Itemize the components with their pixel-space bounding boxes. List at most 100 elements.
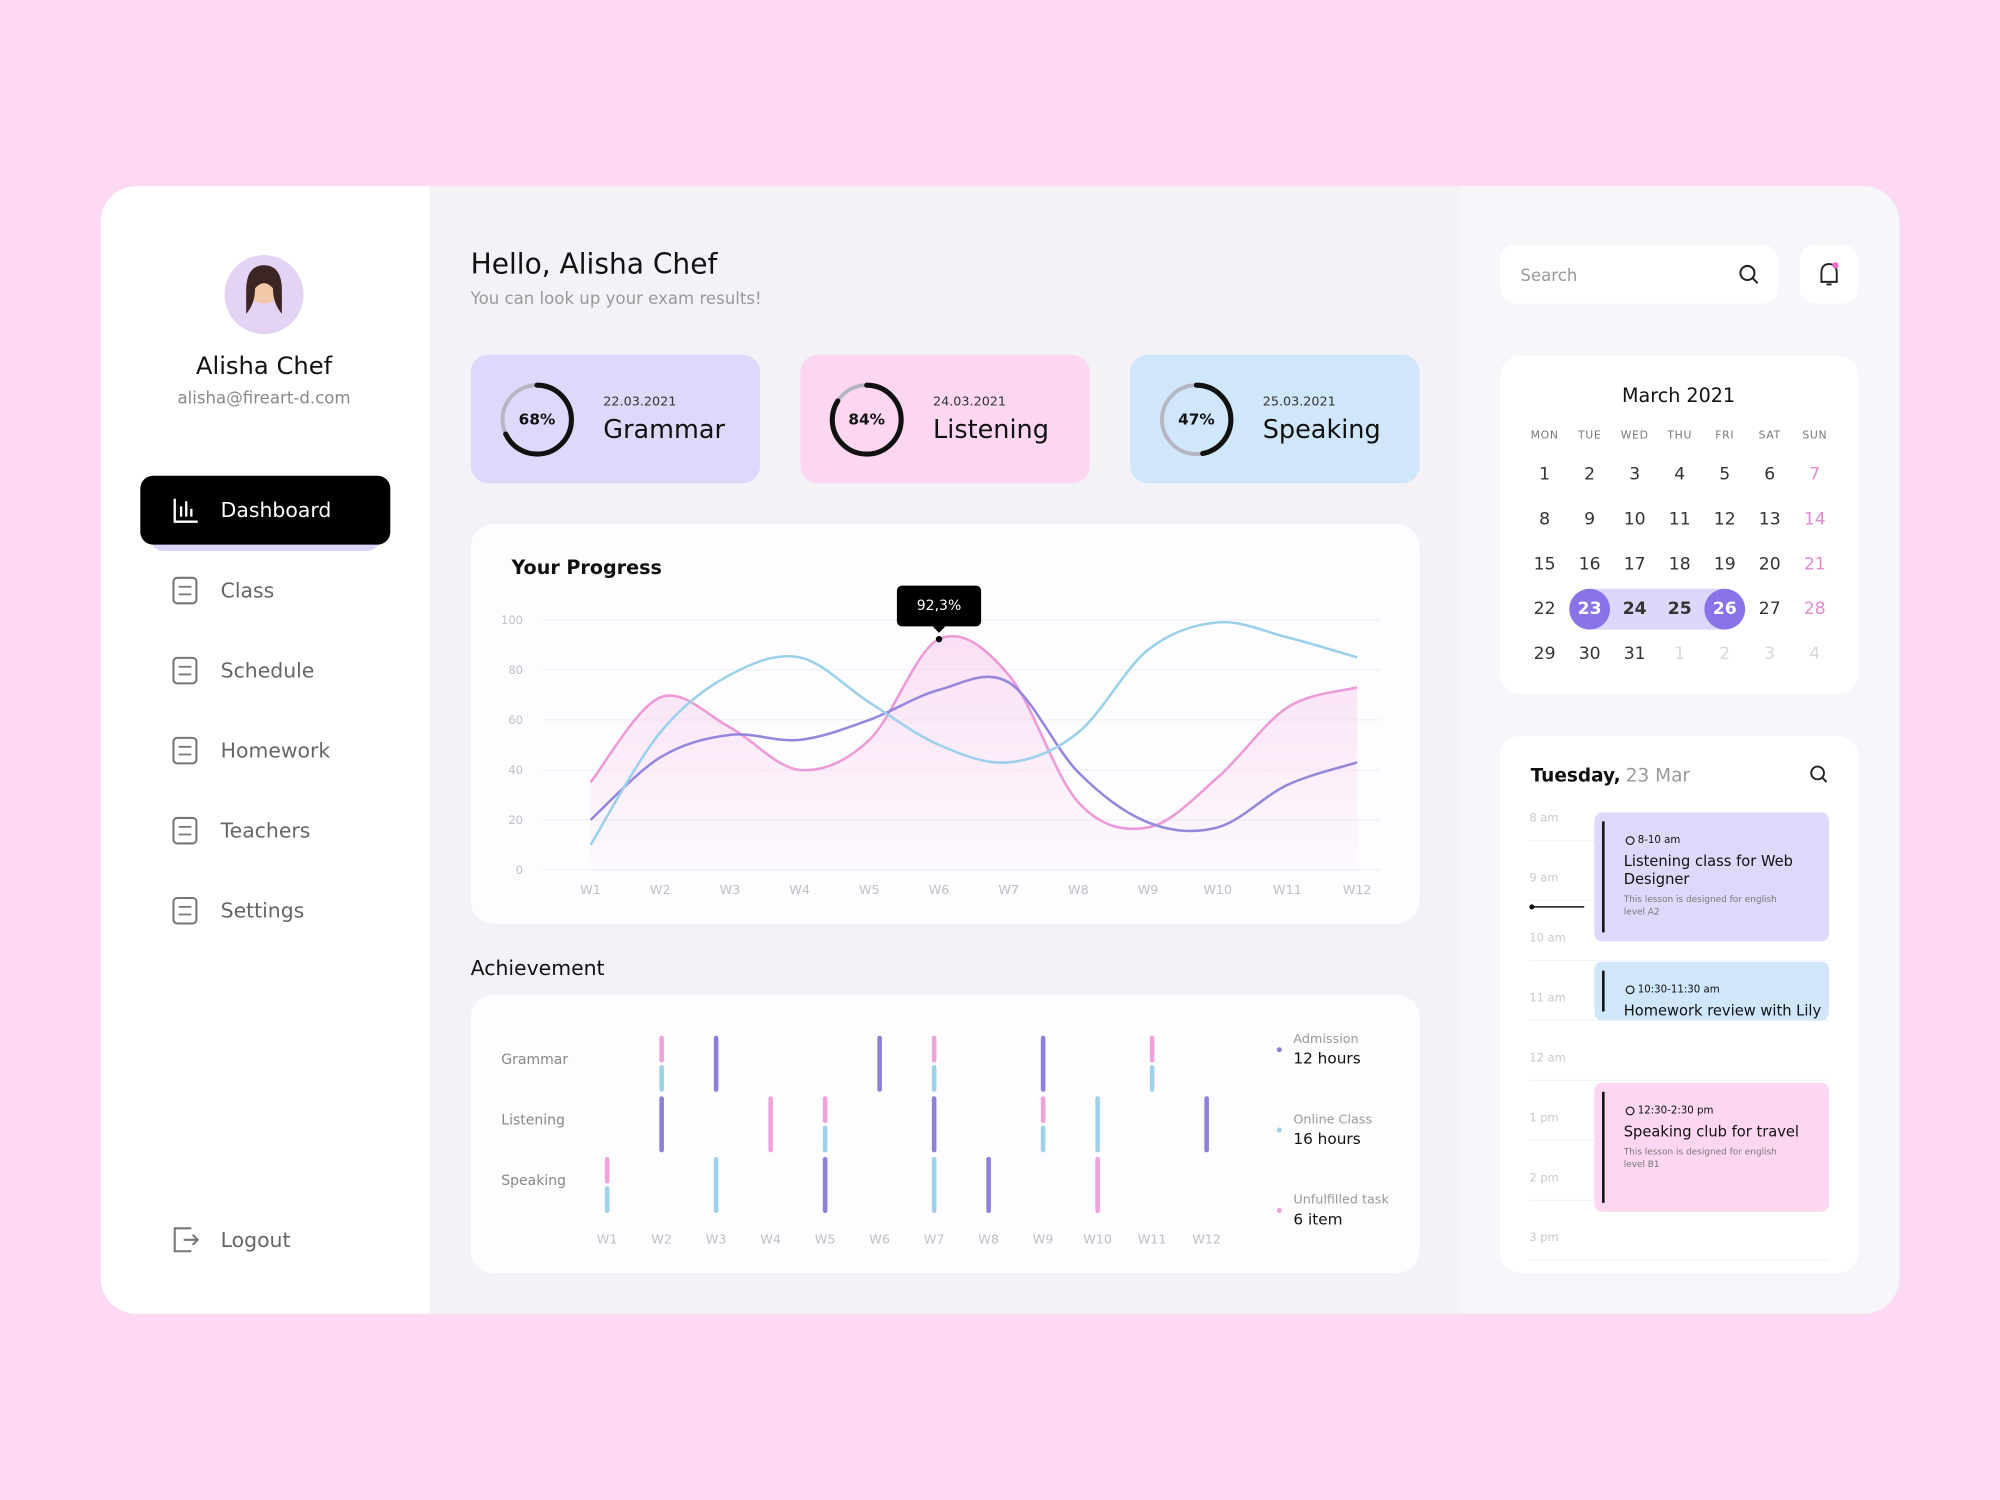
nav-item[interactable]: Dashboard [173, 498, 332, 523]
schedule-search-icon [1810, 765, 1825, 781]
calendar-day[interactable]: 6 [1764, 464, 1775, 484]
event-card[interactable] [1594, 812, 1830, 942]
calendar-day[interactable]: 13 [1759, 509, 1781, 529]
hour-label: 10 am [1529, 930, 1565, 944]
calendar-day[interactable]: 2 [1719, 644, 1730, 664]
calendar-day[interactable]: 3 [1764, 644, 1775, 664]
hour-label: 8 am [1529, 811, 1558, 825]
ring-label: 47% [1178, 411, 1215, 429]
calendar-day[interactable]: 7 [1809, 464, 1820, 484]
calendar-day[interactable]: 11 [1669, 509, 1691, 529]
bell-button[interactable] [1799, 244, 1859, 304]
calendar-day[interactable]: 15 [1534, 554, 1556, 574]
event-text: 8-10 am Listening class for Web Designer T… [1623, 834, 1793, 916]
x-tick-label: W11 [1138, 1232, 1167, 1247]
calendar-day[interactable]: 3 [1629, 464, 1640, 484]
user-email: alisha@fireart-d.com [178, 388, 351, 407]
event-time: 8-10 am [1637, 834, 1681, 846]
calendar-day[interactable]: 5 [1719, 464, 1730, 484]
calendar-day[interactable]: 19 [1714, 554, 1736, 574]
x-tick-label: W4 [760, 1232, 781, 1247]
date-range-end [1704, 588, 1746, 630]
calendar-day[interactable]: 8 [1539, 509, 1550, 529]
search-icon-handle [1751, 277, 1759, 284]
nav-icon-detail [178, 825, 192, 836]
event-title: Listening class for Web Designer [1623, 852, 1793, 888]
strip-segment [1204, 1096, 1209, 1153]
calendar-day[interactable]: 1 [1539, 464, 1550, 484]
strip-segment [931, 1156, 937, 1214]
search-icon [1739, 264, 1756, 281]
calendar-day[interactable]: 1 [1674, 644, 1685, 664]
calendar-day[interactable]: 10 [1624, 509, 1646, 529]
nav-label: Class [221, 579, 275, 603]
x-tick-label: W9 [1033, 1232, 1054, 1247]
calendar-day[interactable]: 25 [1668, 599, 1692, 619]
y-tick-label: 80 [508, 663, 523, 677]
x-tick-label: W5 [859, 883, 880, 898]
row-label: Speaking [501, 1173, 566, 1189]
strip-segment [1040, 1125, 1046, 1153]
calendar-day[interactable]: 26 [1713, 599, 1737, 619]
calendar-day[interactable]: 2 [1584, 464, 1595, 484]
calendar-day[interactable]: 28 [1804, 599, 1826, 619]
strip-segment [713, 1156, 719, 1214]
strip-segment [659, 1096, 664, 1153]
ring-value [829, 382, 904, 457]
y-tick-label: 40 [508, 763, 523, 777]
x-tick-label: W8 [1068, 883, 1089, 898]
calendar-title: March 2021 [1622, 384, 1735, 407]
logout[interactable]: Logout [173, 1227, 291, 1253]
nav-icon [173, 498, 198, 523]
event-clock [1625, 836, 1635, 846]
schedule-heading: Tuesday, 23 Mar [1531, 765, 1691, 786]
nav-item[interactable]: Settings [172, 896, 304, 925]
calendar-day[interactable]: 21 [1804, 554, 1826, 574]
calendar-day[interactable]: 29 [1534, 644, 1556, 664]
calendar-day[interactable]: 14 [1804, 509, 1826, 529]
strip-segment [1149, 1065, 1155, 1092]
calendar-day[interactable]: 24 [1623, 599, 1647, 619]
calendar-day[interactable]: 12 [1714, 509, 1736, 529]
calendar-day[interactable]: 9 [1584, 509, 1595, 529]
nav-active-bg [140, 475, 391, 545]
event-bar [1602, 970, 1605, 1012]
strip-segment [1040, 1035, 1046, 1092]
x-tick-label: W2 [650, 883, 671, 898]
schedule-day: Tuesday, [1531, 765, 1621, 786]
calendar-day[interactable]: 27 [1759, 599, 1781, 619]
calendar-day[interactable]: 16 [1579, 554, 1601, 574]
legend-name: Unfulfilled task [1293, 1193, 1389, 1208]
calendar-day[interactable]: 23 [1578, 599, 1602, 619]
calendar-day[interactable]: 4 [1809, 644, 1820, 664]
nav-label: Homework [221, 739, 331, 763]
calendar-day[interactable]: 31 [1624, 644, 1646, 664]
x-tick-label: W3 [720, 883, 741, 898]
nav-item[interactable]: Teachers [172, 816, 310, 845]
event-card[interactable] [1594, 1082, 1830, 1212]
calendar-day[interactable]: 30 [1579, 644, 1601, 664]
calendar-day[interactable]: 22 [1534, 599, 1556, 619]
event-title: Homework review with Lily [1623, 1001, 1822, 1020]
event-card[interactable] [1594, 961, 1830, 1021]
nav-item[interactable]: Schedule [172, 656, 314, 685]
search-box[interactable] [1500, 244, 1779, 304]
nav-item[interactable]: Class [172, 576, 275, 605]
calendar-day[interactable]: 20 [1759, 554, 1781, 574]
exam-date: 24.03.2021 [933, 394, 1006, 409]
event-time: 12:30-2:30 pm [1637, 1104, 1714, 1117]
nav-icon [172, 576, 198, 605]
bell-badge [1832, 262, 1839, 269]
calendar-day[interactable]: 4 [1674, 464, 1685, 484]
x-tick-label: W3 [706, 1232, 727, 1247]
calendar-day[interactable]: 17 [1624, 554, 1646, 574]
weekday: SAT [1759, 428, 1781, 441]
exam-date: 22.03.2021 [603, 394, 676, 409]
legend-name: Admission [1293, 1032, 1358, 1047]
event-clock [1625, 985, 1635, 995]
calendar-day[interactable]: 18 [1669, 554, 1691, 574]
x-tick-label: W4 [789, 883, 810, 898]
event-clock [1625, 1106, 1635, 1116]
nav-item[interactable]: Homework [172, 736, 331, 765]
